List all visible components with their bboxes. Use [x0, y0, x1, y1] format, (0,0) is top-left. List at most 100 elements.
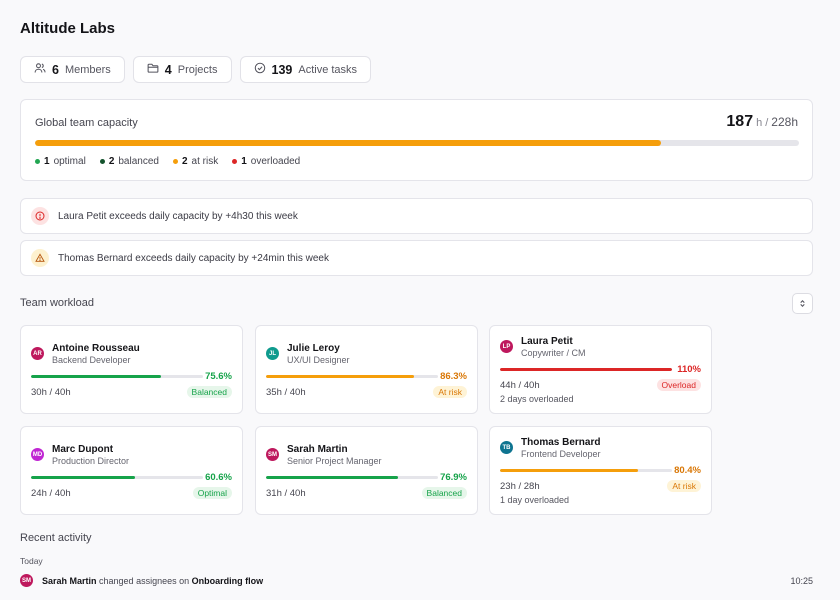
alert-text: Laura Petit exceeds daily capacity by +4…	[58, 210, 298, 222]
projects-label: Projects	[177, 63, 218, 76]
member-card[interactable]: MD Marc Dupont Production Director 60.6%…	[20, 426, 243, 515]
alert-overload[interactable]: Laura Petit exceeds daily capacity by +4…	[20, 198, 813, 234]
avatar: TB	[500, 441, 513, 454]
activity-group-label: Today	[20, 556, 43, 566]
member-role: Copywriter / CM	[521, 348, 586, 358]
activity-action: changed assignees on	[99, 576, 190, 586]
users-icon	[34, 62, 46, 77]
overload-note: 2 days overloaded	[500, 394, 574, 404]
workload-bar	[500, 469, 672, 472]
warning-triangle-icon	[31, 249, 49, 267]
workload-bar	[266, 476, 438, 479]
capacity-used-unit: h	[756, 117, 763, 129]
tasks-label: Active tasks	[298, 63, 358, 76]
alert-text: Thomas Bernard exceeds daily capacity by…	[58, 252, 329, 264]
capacity-total: 228h	[771, 115, 798, 129]
member-role: Backend Developer	[52, 355, 131, 365]
workload-percent: 80.4%	[674, 465, 701, 476]
overload-note: 1 day overloaded	[500, 495, 570, 505]
status-badge: Balanced	[421, 487, 467, 499]
member-role: Frontend Developer	[521, 449, 601, 459]
workload-fill	[266, 375, 415, 378]
legend-dot	[99, 159, 105, 164]
capacity-separator: /	[765, 117, 769, 129]
workload-hours: 24h / 40h	[31, 488, 71, 499]
workload-hours: 30h / 40h	[31, 387, 71, 398]
workload-hours: 31h / 40h	[266, 488, 306, 499]
member-name: Laura Petit	[521, 336, 573, 347]
workload-percent: 86.3%	[440, 371, 467, 382]
legend-optimal: 1 optimal	[35, 156, 86, 167]
workload-bar	[266, 375, 438, 378]
global-capacity-card: Global team capacity 187 h / 228h 1 optima…	[20, 99, 813, 181]
members-stat[interactable]: 6 Members	[20, 56, 125, 83]
activity-target[interactable]: Onboarding flow	[191, 576, 264, 586]
workload-percent: 75.6%	[205, 371, 232, 382]
stats-bar: 6 Members 4 Projects 139 Active tasks	[20, 56, 372, 83]
workload-bar	[500, 368, 672, 371]
legend-dot	[35, 159, 40, 164]
legend-balanced: 2 balanced	[99, 156, 159, 167]
avatar: SM	[266, 448, 279, 461]
member-name: Sarah Martin	[287, 444, 348, 455]
avatar: LP	[500, 340, 513, 353]
member-role: Production Director	[52, 456, 130, 466]
activity-actor: Sarah Martin	[42, 576, 97, 586]
capacity-progress-fill	[35, 140, 662, 146]
status-badge: At risk	[433, 386, 467, 398]
workload-hours: 35h / 40h	[266, 387, 306, 398]
page-title: Altitude Labs	[20, 20, 116, 37]
tasks-count: 139	[271, 62, 293, 77]
legend-dot	[232, 159, 238, 164]
workload-bar	[31, 375, 203, 378]
workload-fill	[31, 476, 136, 479]
capacity-value: 187 h / 228h	[726, 113, 798, 131]
workload-fill	[500, 368, 672, 371]
chevron-up-down-icon	[800, 300, 805, 307]
capacity-legend: 1 optimal 2 balanced 2 at risk 1 overloaded	[35, 156, 300, 167]
status-badge: At risk	[667, 480, 701, 492]
member-name: Julie Leroy	[287, 343, 340, 354]
avatar: MD	[31, 448, 44, 461]
capacity-progress-bar	[35, 140, 799, 146]
workload-fill	[266, 476, 399, 479]
legend-overloaded: 1 overloaded	[232, 156, 300, 167]
member-card[interactable]: SM Sarah Martin Senior Project Manager 7…	[255, 426, 478, 515]
status-badge: Balanced	[186, 386, 232, 398]
member-name: Thomas Bernard	[521, 437, 601, 448]
sort-button[interactable]	[792, 293, 813, 314]
member-card[interactable]: TB Thomas Bernard Frontend Developer 80.…	[489, 426, 712, 515]
projects-count: 4	[164, 62, 172, 77]
alert-warning[interactable]: Thomas Bernard exceeds daily capacity by…	[20, 240, 813, 276]
alert-circle-icon	[31, 207, 49, 225]
check-circle-icon	[254, 62, 266, 77]
status-badge: Optimal	[192, 487, 232, 499]
folder-icon	[147, 62, 159, 77]
workload-hours: 23h / 28h	[500, 481, 540, 492]
member-role: UX/UI Designer	[287, 355, 350, 365]
activity-item[interactable]: SM Sarah Martin changed assignees on Onb…	[20, 574, 813, 588]
capacity-label: Global team capacity	[35, 117, 138, 129]
workload-bar	[31, 476, 203, 479]
member-card[interactable]: AR Antoine Rousseau Backend Developer 75…	[20, 325, 243, 414]
legend-at-risk: 2 at risk	[172, 156, 218, 167]
legend-dot	[172, 159, 178, 164]
workload-percent: 76.9%	[440, 472, 467, 483]
member-card[interactable]: LP Laura Petit Copywriter / CM 110% 44h …	[489, 325, 712, 414]
activity-time: 10:25	[790, 576, 813, 586]
tasks-stat[interactable]: 139 Active tasks	[239, 56, 372, 83]
member-name: Antoine Rousseau	[52, 343, 140, 354]
workload-percent: 110%	[677, 364, 701, 375]
workload-fill	[500, 469, 639, 472]
workload-fill	[31, 375, 162, 378]
capacity-used: 187	[726, 113, 754, 130]
member-card[interactable]: JL Julie Leroy UX/UI Designer 86.3% 35h …	[255, 325, 478, 414]
members-label: Members	[64, 63, 111, 76]
activity-text: Sarah Martin changed assignees on Onboar…	[42, 576, 263, 586]
member-name: Marc Dupont	[52, 444, 114, 455]
avatar: AR	[31, 347, 44, 360]
status-badge: Overload	[656, 379, 701, 391]
avatar: SM	[20, 574, 33, 587]
projects-stat[interactable]: 4 Projects	[132, 56, 232, 83]
workload-hours: 44h / 40h	[500, 380, 540, 391]
